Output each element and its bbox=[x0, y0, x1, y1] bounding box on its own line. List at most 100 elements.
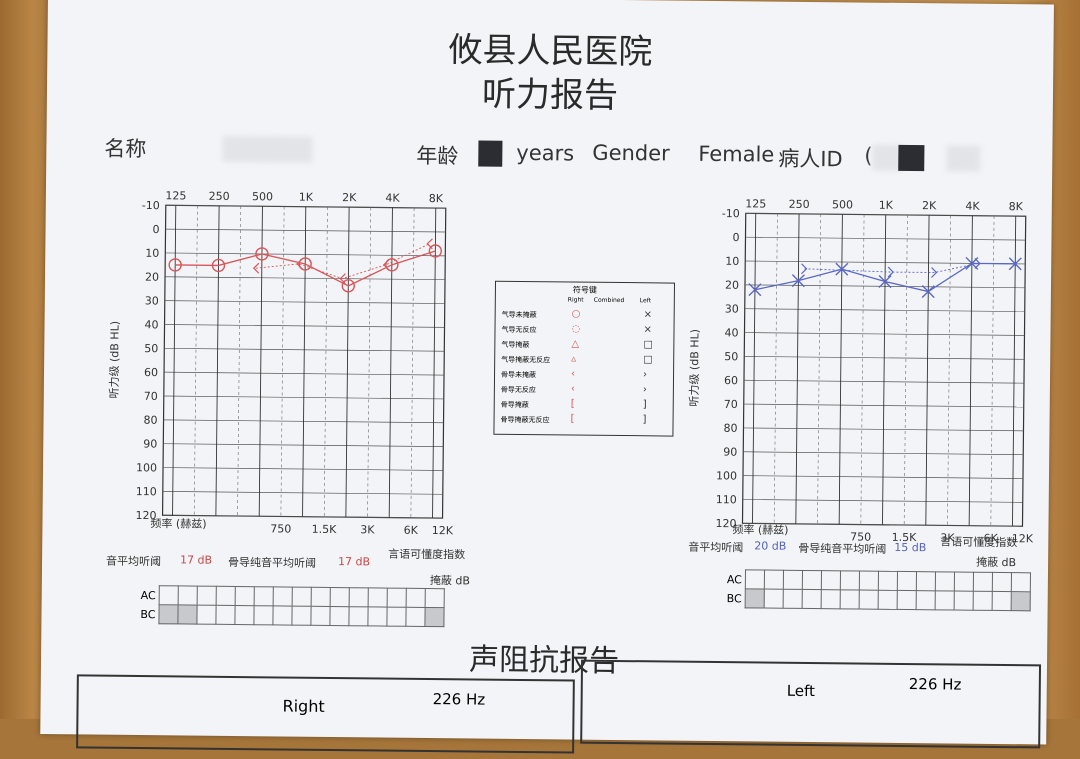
x-bottom-tick-label: 1.5K bbox=[892, 531, 918, 544]
y-tick-label: 30 bbox=[725, 302, 739, 315]
legend-row-label: 骨导掩蔽 bbox=[500, 400, 529, 410]
x-tick-label: 125 bbox=[745, 197, 766, 210]
left-mask-table: AC BC bbox=[718, 569, 1031, 611]
y-axis-label: 听力级 (dB HL) bbox=[688, 329, 702, 407]
bc-label: BC bbox=[140, 607, 156, 621]
bone-conduction-point bbox=[296, 258, 303, 270]
x-bottom-tick-label: 750 bbox=[850, 530, 871, 543]
grid-vline bbox=[752, 213, 757, 524]
air-conduction-point bbox=[211, 258, 226, 273]
left-bc-label: 骨导纯音平均听阈 bbox=[798, 541, 887, 556]
grid-vline bbox=[925, 215, 930, 526]
y-tick-label: 50 bbox=[144, 342, 158, 355]
report-paper: 攸县人民医院 听力报告 名称 年龄 years Gender Female 病人… bbox=[40, 0, 1054, 754]
symbol-legend: 符号键 Right Combined Left 气导未掩蔽 ○ × 气导无反应 ◌ × 气导… bbox=[493, 280, 676, 437]
y-tick-label: 80 bbox=[143, 414, 157, 427]
right-pta-label: 音平均听阈 bbox=[105, 554, 162, 569]
patient-id-label: 病人ID bbox=[778, 146, 843, 172]
x-tick-label: 250 bbox=[789, 198, 810, 211]
bc-label-left: BC bbox=[726, 591, 742, 605]
y-tick-label: 20 bbox=[145, 271, 159, 284]
right-ear-audiogram: -10 0 10 20 30 40 50 60 70 80 90 100 110 120 125 250 500… bbox=[108, 189, 454, 537]
y-tick-label: 60 bbox=[144, 366, 158, 379]
y-tick-label: 120 bbox=[135, 509, 156, 522]
x-bottom-tick-label: 750 bbox=[270, 522, 291, 535]
grid-dashed-vline bbox=[903, 215, 908, 525]
y-tick-label: 0 bbox=[152, 223, 159, 236]
y-tick-label: 70 bbox=[144, 390, 158, 403]
redacted-age bbox=[478, 140, 503, 167]
y-tick-label: 90 bbox=[723, 446, 737, 459]
age-unit: years bbox=[516, 140, 575, 166]
legend-left-symbol: × bbox=[643, 309, 653, 321]
x-tick-label: 125 bbox=[165, 189, 186, 202]
air-conduction-point bbox=[878, 275, 892, 288]
grid-vline bbox=[432, 208, 437, 519]
bone-conduction-point bbox=[801, 263, 808, 275]
legend-row-label: 气导无反应 bbox=[501, 325, 537, 335]
legend-col-right: Right bbox=[567, 296, 584, 304]
grid-dashed-vline bbox=[280, 206, 285, 517]
grid-dashed-vline bbox=[817, 214, 822, 525]
grid-dashed-vline bbox=[410, 207, 415, 518]
grid-vline bbox=[302, 206, 307, 517]
legend-col-left: Left bbox=[639, 297, 652, 305]
x-bottom-tick-label: 6K bbox=[404, 524, 419, 537]
bone-conduction-line bbox=[255, 243, 430, 280]
legend-left-symbol: ] bbox=[642, 399, 647, 411]
left-ear-audiogram: -10 0 10 20 30 40 50 60 70 80 90 100 110 120 125 250 500… bbox=[688, 197, 1034, 545]
impedance-left-label: Left bbox=[786, 681, 816, 701]
bone-conduction-point bbox=[974, 257, 981, 269]
ac-label-left: AC bbox=[726, 572, 742, 586]
air-conduction-point bbox=[1008, 257, 1022, 271]
redacted-name bbox=[222, 135, 313, 163]
x-tick-label: 250 bbox=[209, 190, 230, 203]
legend-right-symbol: [ bbox=[570, 398, 575, 410]
legend-left-symbol: › bbox=[642, 384, 647, 396]
bone-conduction-line bbox=[804, 263, 978, 273]
legend-left-symbol: □ bbox=[643, 354, 653, 366]
y-tick-label: 50 bbox=[724, 350, 738, 363]
left-pta-value: 20 dB bbox=[754, 539, 787, 553]
grid-vline bbox=[215, 205, 220, 516]
right-pta-value: 17 dB bbox=[180, 553, 213, 567]
grid-vline bbox=[968, 215, 973, 526]
y-tick-label: 90 bbox=[143, 437, 157, 450]
impedance-left-freq: 226 Hz bbox=[908, 675, 962, 694]
left-pta-label: 音平均听阈 bbox=[688, 540, 744, 555]
y-tick-label: 80 bbox=[723, 422, 737, 435]
impedance-right-freq: 226 Hz bbox=[432, 690, 486, 709]
x-tick-label: 1K bbox=[299, 191, 314, 204]
bone-conduction-point bbox=[383, 259, 390, 271]
y-tick-label: 110 bbox=[136, 485, 157, 498]
legend-left-symbol: ] bbox=[642, 414, 647, 426]
x-bottom-tick-label: 3K bbox=[940, 531, 955, 544]
legend-left-symbol: × bbox=[643, 324, 652, 336]
legend-row-label: 骨导未掩蔽 bbox=[500, 370, 537, 380]
x-tick-label: 8K bbox=[429, 192, 444, 205]
bone-conduction-point bbox=[426, 238, 433, 250]
bone-conduction-point bbox=[930, 267, 938, 278]
air-conduction-point bbox=[921, 285, 935, 298]
air-conduction-point bbox=[385, 258, 399, 272]
y-tick-label: 10 bbox=[145, 247, 159, 260]
y-axis-label: 听力级 (dB HL) bbox=[108, 321, 122, 399]
legend-left-symbol: › bbox=[642, 369, 648, 381]
y-tick-label: 110 bbox=[716, 493, 737, 506]
y-tick-label: -10 bbox=[722, 207, 740, 220]
x-tick-label: 500 bbox=[252, 190, 273, 203]
x-bottom-tick-label: 6K bbox=[984, 532, 999, 545]
left-xlabel: 频率 (赫兹) bbox=[732, 523, 789, 537]
y-tick-label: 20 bbox=[725, 279, 739, 292]
air-conduction-line bbox=[175, 250, 436, 287]
y-tick-label: 100 bbox=[716, 469, 737, 482]
left-mask-title: 掩蔽 dB bbox=[976, 555, 1017, 570]
right-xlabel: 频率 (赫兹) bbox=[150, 517, 207, 531]
grid-vline bbox=[258, 206, 263, 517]
legend-right-symbol: △ bbox=[571, 338, 580, 350]
grid-dashed-vline bbox=[947, 215, 952, 526]
grid-vline bbox=[882, 214, 887, 525]
air-conduction-point bbox=[341, 279, 355, 293]
grid-vline bbox=[1012, 216, 1017, 527]
impedance-right-box: Right 226 Hz bbox=[76, 674, 575, 754]
